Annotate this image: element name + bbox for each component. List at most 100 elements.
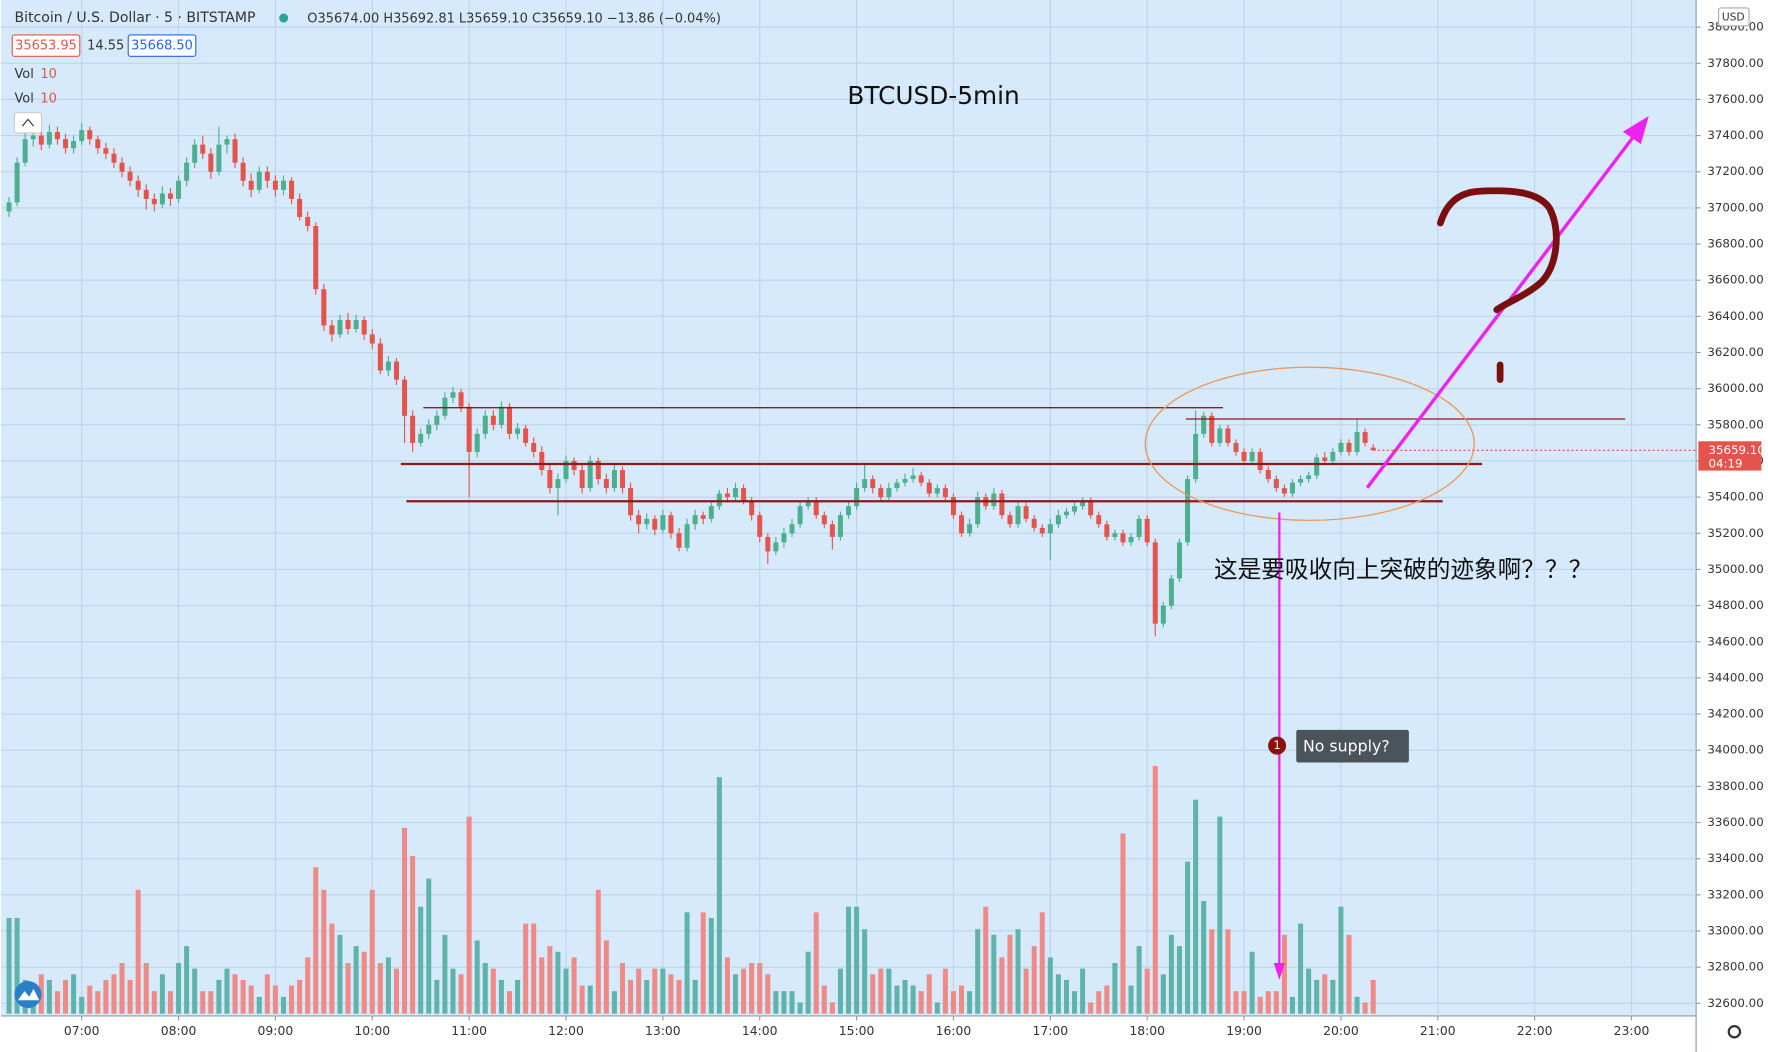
volume-bar	[127, 979, 133, 1014]
candle-body	[402, 379, 408, 416]
candle-body	[1047, 524, 1053, 534]
collapse-button[interactable]	[13, 112, 43, 134]
candle-body	[724, 493, 730, 498]
volume-bar	[942, 968, 948, 1014]
candle-body	[321, 289, 327, 326]
x-tick-label: 14:00	[742, 1024, 778, 1038]
candle-body	[377, 343, 383, 371]
callout-marker[interactable]	[1268, 736, 1287, 755]
volume-bar	[321, 889, 327, 1014]
volume-bar	[1322, 974, 1328, 1014]
volume-bar	[991, 934, 997, 1014]
volume-bar	[167, 991, 173, 1014]
volume-bar	[700, 912, 706, 1014]
candle-body	[926, 482, 932, 494]
volume-bar	[563, 968, 569, 1014]
volume-bar	[773, 991, 779, 1014]
candle-body	[232, 139, 238, 163]
volume-bar	[587, 985, 593, 1014]
candle-body	[200, 144, 206, 154]
candle-body	[870, 479, 876, 489]
volume-bar	[1047, 957, 1053, 1014]
volume-bar	[571, 957, 577, 1014]
volume-bar	[716, 777, 722, 1014]
candle-body	[38, 135, 44, 145]
candle-body	[458, 392, 464, 407]
volume-bar	[603, 940, 609, 1014]
volume-bar	[797, 1002, 803, 1014]
candle-body	[716, 493, 722, 507]
candle-body	[385, 361, 391, 371]
candle-body	[1152, 542, 1158, 624]
candle-body	[289, 180, 295, 199]
candle-body	[1096, 515, 1102, 525]
volume-bar	[361, 951, 367, 1014]
candle-body	[224, 139, 230, 145]
logo[interactable]	[14, 981, 42, 1009]
volume-bar	[1249, 951, 1255, 1014]
volume-bar	[757, 963, 763, 1014]
candle-body	[393, 361, 399, 380]
volume-bar	[256, 996, 262, 1014]
volume-bar	[579, 985, 585, 1014]
volume-bar	[1080, 968, 1086, 1014]
volume-bar	[1298, 923, 1304, 1014]
volume-bar	[248, 985, 254, 1014]
volume-bar	[135, 889, 141, 1014]
candle-body	[773, 542, 779, 552]
volume-bar	[1265, 991, 1271, 1014]
volume-bar	[1023, 968, 1029, 1014]
candle-body	[54, 131, 60, 140]
candle-body	[1023, 506, 1029, 519]
candle-body	[1168, 578, 1174, 606]
settings-icon[interactable]	[1727, 1024, 1742, 1039]
indicator-name: Vol	[14, 92, 33, 107]
candle-body	[369, 334, 375, 344]
candle-body	[176, 180, 182, 199]
candle-body	[264, 171, 270, 181]
volume-bar	[1338, 906, 1344, 1014]
volume-bar	[708, 917, 714, 1014]
currency: USD	[1722, 10, 1745, 23]
volume-bar	[878, 968, 884, 1014]
candle-body	[256, 171, 262, 190]
volume-bar	[385, 957, 391, 1014]
volume-bar	[902, 979, 908, 1014]
candle-body	[1136, 518, 1142, 537]
candle-body	[878, 488, 884, 498]
volume-bar	[1257, 996, 1263, 1014]
x-tick-label: 12:00	[548, 1024, 584, 1038]
bid-box[interactable]	[11, 34, 81, 57]
y-tick-label: 35400.00	[1707, 490, 1763, 504]
candle-body	[1080, 500, 1086, 507]
candle-body	[1063, 511, 1069, 516]
volume-bar	[1007, 934, 1013, 1014]
y-tick-label: 37200.00	[1707, 164, 1763, 178]
candle-body	[46, 131, 52, 145]
volume-bar	[595, 889, 601, 1014]
candle-body	[1176, 542, 1182, 579]
candle-body	[1281, 488, 1287, 494]
drawings	[400, 116, 1649, 980]
candle-body	[975, 497, 981, 525]
volume-bar	[1306, 968, 1312, 1014]
volume-bar	[14, 917, 20, 1014]
candle-body	[1112, 533, 1118, 537]
volume-bar	[724, 957, 730, 1014]
volume-bar	[79, 996, 85, 1014]
candle-body	[79, 130, 85, 142]
volume-bar	[369, 889, 375, 1014]
volume-bar	[619, 963, 626, 1014]
volume-bar	[547, 946, 553, 1014]
candle-body	[991, 493, 997, 507]
volume-bar	[886, 968, 892, 1014]
volume-bar	[297, 979, 303, 1014]
candle-body	[636, 515, 642, 525]
volume-bar	[813, 912, 819, 1014]
candle-body	[829, 524, 835, 537]
currency-box[interactable]	[1718, 7, 1750, 27]
ask-box[interactable]	[127, 34, 197, 57]
y-tick-label: 33800.00	[1707, 779, 1763, 793]
volume-bar	[1370, 979, 1376, 1014]
candle-body	[272, 180, 278, 190]
